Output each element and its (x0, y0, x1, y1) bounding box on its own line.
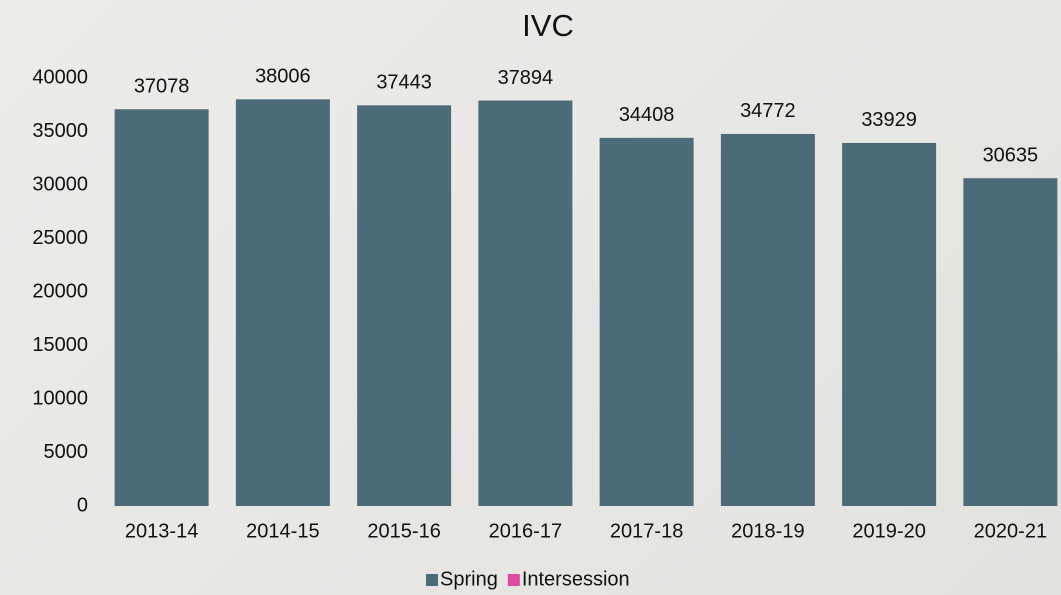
x-tick-label: 2017-18 (610, 520, 683, 542)
data-label: 38006 (255, 66, 311, 88)
y-tick-label: 25000 (32, 227, 88, 249)
data-label: 37443 (376, 72, 432, 94)
data-label: 37078 (134, 76, 190, 98)
data-label: 37894 (498, 67, 554, 89)
data-label: 34408 (619, 104, 675, 126)
x-tick-label: 2016-17 (489, 520, 562, 542)
legend-swatch (426, 574, 438, 586)
bar (114, 109, 209, 506)
bar (842, 142, 937, 506)
bar (235, 99, 330, 506)
bar (478, 100, 573, 506)
legend-label: Spring (440, 568, 498, 590)
y-tick-label: 30000 (32, 173, 88, 195)
data-label: 30635 (983, 144, 1039, 166)
bar (357, 105, 452, 507)
x-tick-label: 2019-20 (852, 520, 925, 542)
y-tick-label: 40000 (32, 66, 88, 88)
y-tick-label: 0 (77, 494, 88, 516)
x-tick-label: 2020-21 (974, 520, 1047, 542)
y-tick-label: 15000 (32, 334, 88, 356)
x-tick-label: 2015-16 (367, 520, 440, 542)
x-tick-label: 2018-19 (731, 520, 804, 542)
y-tick-label: 5000 (44, 441, 89, 463)
x-tick-label: 2013-14 (125, 520, 198, 542)
bar (720, 133, 815, 506)
y-tick-label: 20000 (32, 280, 88, 302)
legend-swatch (507, 574, 520, 586)
data-label: 33929 (861, 109, 917, 131)
chart-title: IVC (522, 8, 574, 43)
y-tick-label: 10000 (32, 387, 88, 409)
bar (599, 137, 694, 506)
legend-label: Intersession (522, 568, 630, 590)
y-tick-label: 35000 (32, 120, 88, 142)
bar (963, 178, 1058, 506)
x-tick-label: 2014-15 (246, 520, 319, 542)
data-label: 34772 (740, 100, 796, 122)
